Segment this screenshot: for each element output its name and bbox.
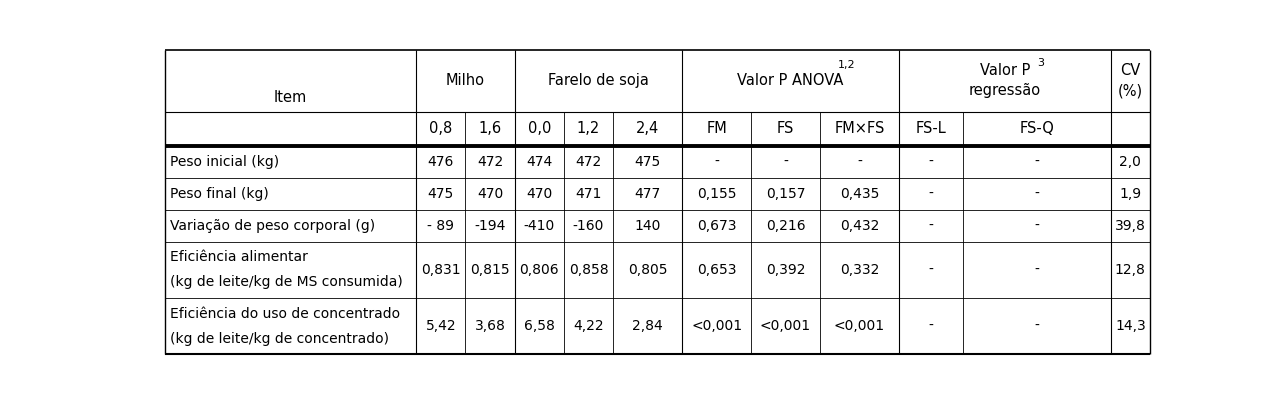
Text: -: -	[714, 154, 719, 168]
Text: 1,2: 1,2	[838, 60, 856, 70]
Text: 3: 3	[1038, 58, 1044, 68]
Text: 5,42: 5,42	[425, 319, 456, 333]
Text: 475: 475	[635, 154, 660, 168]
Text: 2,4: 2,4	[636, 121, 659, 136]
Text: Eficiência alimentar: Eficiência alimentar	[170, 250, 307, 264]
Text: -160: -160	[573, 219, 604, 233]
Text: 1,6: 1,6	[479, 121, 502, 136]
Text: 476: 476	[428, 154, 454, 168]
Text: FM: FM	[707, 121, 727, 136]
Text: -: -	[928, 219, 933, 233]
Text: FS: FS	[777, 121, 794, 136]
Text: -194: -194	[475, 219, 506, 233]
Text: 0,155: 0,155	[696, 187, 736, 201]
Text: (kg de leite/kg de concentrado): (kg de leite/kg de concentrado)	[170, 332, 389, 346]
Text: FM×FS: FM×FS	[835, 121, 884, 136]
Text: Eficiência do uso de concentrado: Eficiência do uso de concentrado	[170, 307, 401, 321]
Text: 0,216: 0,216	[765, 219, 805, 233]
Text: 0,432: 0,432	[840, 219, 879, 233]
Text: (kg de leite/kg de MS consumida): (kg de leite/kg de MS consumida)	[170, 275, 403, 289]
Text: 1,9: 1,9	[1119, 187, 1142, 201]
Text: -: -	[858, 154, 861, 168]
Text: 0,815: 0,815	[470, 263, 509, 277]
Text: -: -	[1034, 319, 1039, 333]
Text: -: -	[928, 154, 933, 168]
Text: 470: 470	[477, 187, 503, 201]
Text: 0,435: 0,435	[840, 187, 879, 201]
Text: 0,858: 0,858	[568, 263, 608, 277]
Text: <0,001: <0,001	[760, 319, 812, 333]
Text: 0,392: 0,392	[765, 263, 805, 277]
Text: 0,0: 0,0	[527, 121, 550, 136]
Text: -: -	[1034, 219, 1039, 233]
Text: 0,831: 0,831	[421, 263, 461, 277]
Text: <0,001: <0,001	[691, 319, 742, 333]
Text: 2,84: 2,84	[632, 319, 663, 333]
Text: 0,653: 0,653	[696, 263, 736, 277]
Text: 6,58: 6,58	[524, 319, 554, 333]
Text: FS-L: FS-L	[915, 121, 946, 136]
Text: FS-Q: FS-Q	[1019, 121, 1055, 136]
Text: 470: 470	[526, 187, 553, 201]
Text: 0,806: 0,806	[520, 263, 559, 277]
Text: 4,22: 4,22	[573, 319, 604, 333]
Text: -: -	[928, 319, 933, 333]
Text: 2,0: 2,0	[1120, 154, 1142, 168]
Text: -: -	[783, 154, 788, 168]
Text: Peso final (kg): Peso final (kg)	[170, 187, 269, 201]
Text: Variação de peso corporal (g): Variação de peso corporal (g)	[170, 219, 375, 233]
Text: Item: Item	[274, 90, 307, 105]
Text: Valor P ANOVA: Valor P ANOVA	[737, 73, 844, 88]
Text: 3,68: 3,68	[475, 319, 506, 333]
Text: Milho: Milho	[445, 73, 485, 88]
Text: 477: 477	[635, 187, 660, 201]
Text: 140: 140	[635, 219, 660, 233]
Text: - 89: - 89	[428, 219, 454, 233]
Text: 475: 475	[428, 187, 454, 201]
Text: 0,8: 0,8	[429, 121, 452, 136]
Text: 0,332: 0,332	[840, 263, 879, 277]
Text: -: -	[1034, 154, 1039, 168]
Text: 472: 472	[477, 154, 503, 168]
Text: Farelo de soja: Farelo de soja	[548, 73, 649, 88]
Text: -: -	[1034, 263, 1039, 277]
Text: <0,001: <0,001	[833, 319, 884, 333]
Text: -: -	[928, 187, 933, 201]
Text: 472: 472	[576, 154, 602, 168]
Text: Valor P
regressão: Valor P regressão	[969, 63, 1041, 98]
Text: -: -	[1034, 187, 1039, 201]
Text: 0,157: 0,157	[765, 187, 805, 201]
Text: 0,673: 0,673	[696, 219, 736, 233]
Text: 39,8: 39,8	[1115, 219, 1146, 233]
Text: 474: 474	[526, 154, 553, 168]
Text: 14,3: 14,3	[1115, 319, 1146, 333]
Text: 0,805: 0,805	[628, 263, 667, 277]
Text: 1,2: 1,2	[577, 121, 600, 136]
Text: CV
(%): CV (%)	[1117, 63, 1143, 98]
Text: 12,8: 12,8	[1115, 263, 1146, 277]
Text: -410: -410	[524, 219, 556, 233]
Text: Peso inicial (kg): Peso inicial (kg)	[170, 154, 279, 168]
Text: 471: 471	[575, 187, 602, 201]
Text: -: -	[928, 263, 933, 277]
